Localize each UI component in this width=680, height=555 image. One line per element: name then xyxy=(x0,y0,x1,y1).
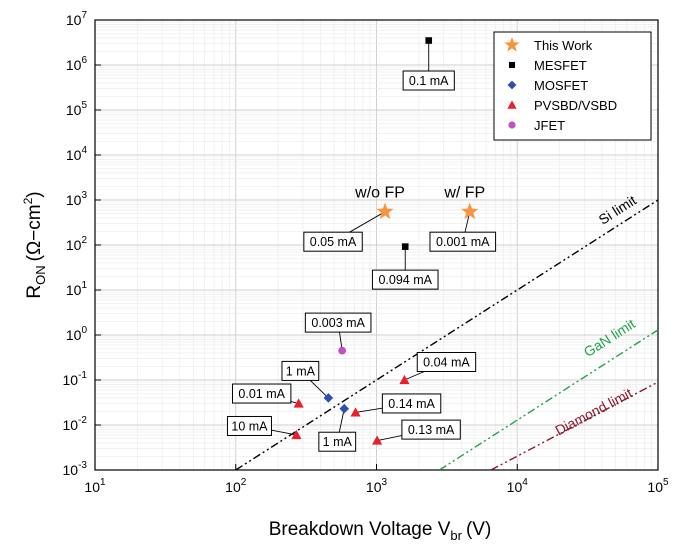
y-tick-label: 103 xyxy=(66,190,88,208)
point-label-box xyxy=(303,231,363,252)
x-tick-label: 104 xyxy=(507,477,529,495)
point-label: 0.14 mA xyxy=(388,397,435,411)
point-label: 0.05 mA xyxy=(310,235,357,249)
point-label: 0.04 mA xyxy=(423,356,470,370)
y-tick-label: 106 xyxy=(66,55,88,73)
legend-box xyxy=(493,31,652,141)
point-label-box xyxy=(304,312,372,333)
y-tick-label: 100 xyxy=(66,325,88,343)
circle-marker xyxy=(508,121,516,129)
x-tick-label: 105 xyxy=(647,477,669,495)
limit-label: GaN limit xyxy=(581,315,638,360)
point-label: 0.01 mA xyxy=(238,387,285,401)
y-tick-labels: 10-3 10-2 10-1 100 101 102 103 104 105 106 107 xyxy=(63,10,88,478)
point-label-box xyxy=(231,383,292,404)
point-label-box xyxy=(381,393,442,414)
point-label-box xyxy=(318,431,357,452)
circle-marker xyxy=(338,346,347,355)
legend-label: PVSBD/VSBD xyxy=(534,98,617,113)
triangle-marker xyxy=(293,398,304,408)
fp-annotation: w/o FP xyxy=(354,185,405,202)
x-tick-label: 102 xyxy=(225,477,247,495)
limit-line xyxy=(439,329,658,470)
point-label-box xyxy=(429,231,497,252)
point-label: 0.13 mA xyxy=(408,423,455,437)
point-label-box xyxy=(416,352,477,372)
point-label: 0.001 mA xyxy=(436,235,490,249)
star-marker xyxy=(504,37,520,52)
x-tick-label: 101 xyxy=(84,477,106,495)
point-label: 1 mA xyxy=(323,435,353,449)
triangle-marker xyxy=(291,429,302,440)
star-marker xyxy=(376,202,394,219)
triangle-marker xyxy=(350,407,361,417)
point-label-box xyxy=(371,269,439,290)
point-labels: 0.05 mA 0.001 mA0.1 mA0.094 mA1 mA1 mA0.0… xyxy=(226,70,497,452)
y-tick-label: 102 xyxy=(66,235,88,253)
point-label-box xyxy=(281,360,320,381)
limit-lines xyxy=(235,199,658,470)
diamond-marker xyxy=(323,393,334,403)
y-tick-label: 104 xyxy=(66,145,88,163)
x-tick-labels: 101 102 103 104 105 xyxy=(84,477,669,495)
point-label: 0.003 mA xyxy=(311,316,365,330)
y-tick-label: 105 xyxy=(66,100,88,118)
point-label: 0.094 mA xyxy=(378,273,432,287)
square-marker xyxy=(401,243,409,250)
legend-label: MOSFET xyxy=(534,78,588,93)
x-axis-title: Breakdown Voltage Vbr (V) xyxy=(269,519,492,543)
point-label: 1 mA xyxy=(286,364,316,378)
diamond-marker xyxy=(507,80,517,90)
legend-label: This Work xyxy=(534,38,593,53)
legend: This Work MESFET MOSFET PVSBD/VSBD JFET xyxy=(493,31,652,141)
square-marker xyxy=(425,37,433,44)
point-label: 10 mA xyxy=(231,419,268,433)
y-tick-label: 10-1 xyxy=(63,370,88,388)
square-marker xyxy=(508,61,516,69)
triangle-marker xyxy=(507,100,517,109)
x-tick-label: 103 xyxy=(366,477,388,495)
triangle-marker xyxy=(372,435,383,445)
triangle-marker xyxy=(399,374,410,385)
star-marker xyxy=(461,202,479,219)
y-tick-label: 10-2 xyxy=(63,415,88,433)
y-tick-label: 101 xyxy=(66,280,88,298)
point-label-box xyxy=(401,419,461,440)
fp-annotation: w/ FP xyxy=(443,185,485,202)
legend-label: MESFET xyxy=(534,58,587,73)
point-label-box xyxy=(402,70,455,91)
point-label: 0.1 mA xyxy=(409,74,449,88)
text-annotations: w/o FP w/ FP xyxy=(354,185,485,202)
diamond-marker xyxy=(339,403,350,414)
point-label-box xyxy=(226,415,272,436)
y-axis-title: RON(Ω−cm2) xyxy=(21,191,48,298)
axis-ticks xyxy=(94,19,659,471)
legend-label: JFET xyxy=(534,118,565,133)
y-tick-label: 10-3 xyxy=(63,460,88,478)
y-tick-label: 107 xyxy=(66,10,88,28)
data-points xyxy=(291,37,479,445)
